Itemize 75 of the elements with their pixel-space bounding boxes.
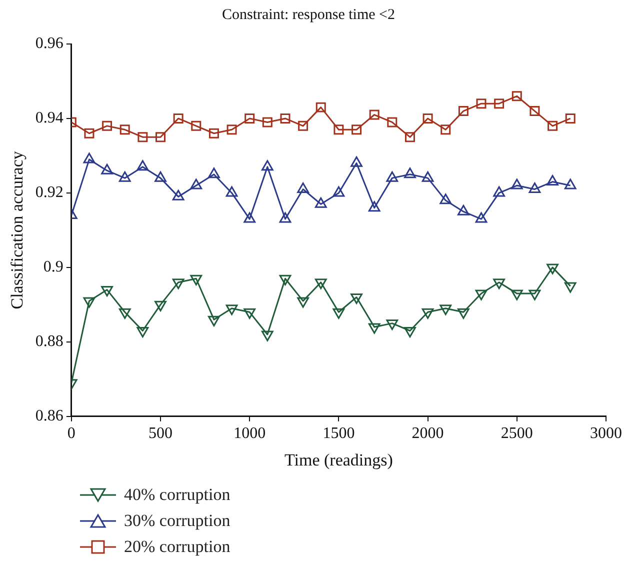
point [244, 308, 256, 319]
point [226, 304, 238, 316]
x-tick-label: 500 [148, 425, 172, 442]
point [369, 110, 380, 120]
point [101, 286, 113, 297]
x-tick-label: 3000 [590, 425, 622, 442]
x-tick-label: 0 [67, 425, 76, 442]
point [476, 98, 486, 109]
legend-label: 20% corruption [124, 537, 230, 557]
point [404, 132, 415, 142]
x-tick-label: 1000 [234, 425, 266, 442]
point [530, 106, 540, 116]
point [493, 278, 506, 290]
point [208, 128, 219, 138]
legend-label: 40% corruption [124, 485, 230, 505]
y-tick-label: 0.9 [43, 258, 64, 276]
point [528, 290, 541, 300]
point [208, 316, 220, 326]
point [352, 124, 362, 135]
point [386, 320, 398, 330]
point [334, 124, 344, 135]
point [297, 297, 310, 308]
point [440, 124, 451, 135]
point [422, 308, 434, 319]
point [84, 128, 94, 138]
point [475, 290, 488, 300]
point [173, 113, 184, 124]
y-tick-label: 0.86 [35, 408, 64, 425]
point [261, 330, 274, 342]
point [120, 124, 130, 135]
point [368, 323, 380, 334]
point [546, 264, 558, 274]
point [422, 113, 433, 124]
x-axis-title: Time (readings) [284, 450, 393, 470]
point [512, 91, 522, 102]
point [564, 282, 576, 293]
point [316, 102, 326, 112]
point [102, 120, 112, 131]
point [244, 113, 255, 124]
point [404, 327, 416, 338]
point [510, 290, 523, 300]
point [191, 120, 202, 131]
point [457, 308, 470, 319]
point [279, 274, 292, 286]
point [494, 98, 504, 109]
x-tick-label: 2000 [412, 425, 444, 442]
y-tick-label: 0.92 [35, 184, 64, 202]
point [118, 308, 131, 319]
y-tick-label: 0.94 [35, 110, 64, 127]
point [172, 278, 184, 290]
point [350, 293, 362, 304]
x-tick-label: 2500 [500, 425, 533, 442]
point [83, 297, 96, 308]
point [332, 308, 345, 319]
point [262, 117, 272, 128]
point [136, 327, 149, 338]
point [154, 300, 166, 312]
x-tick-label: 1500 [322, 425, 355, 442]
point [190, 274, 202, 286]
y-tick-label: 0.88 [35, 333, 64, 350]
point [565, 113, 576, 124]
point [314, 278, 327, 290]
point [440, 304, 452, 316]
point [298, 120, 308, 131]
point [280, 113, 290, 124]
point [458, 106, 468, 116]
chart-title: Constraint: response time <2 [222, 6, 396, 23]
point [226, 124, 237, 135]
point [548, 120, 558, 131]
point [156, 132, 166, 142]
point [138, 132, 148, 142]
legend-label: 30% corruption [124, 511, 230, 531]
point [387, 117, 398, 128]
y-tick-label: 0.96 [35, 35, 64, 52]
y-axis-title: Classification accuracy [8, 150, 27, 310]
